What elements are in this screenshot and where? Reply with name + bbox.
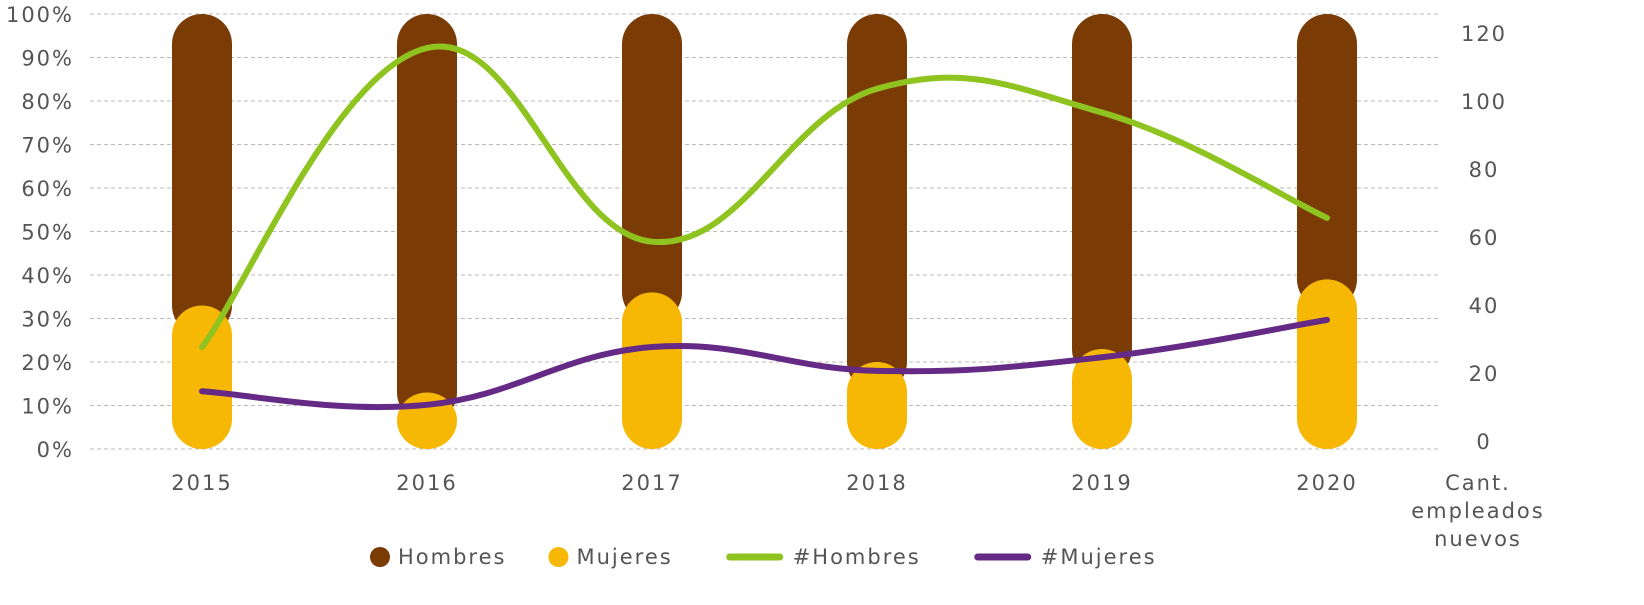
bar	[622, 14, 682, 323]
legend-label: #Mujeres	[1041, 545, 1157, 569]
legend-swatch	[548, 547, 569, 567]
y2-tick-label: 60	[1469, 226, 1500, 250]
y-tick-label: 50%	[21, 221, 74, 245]
legend-label: Mujeres	[576, 545, 672, 569]
y-tick-label: 60%	[21, 177, 74, 201]
legend-swatch	[370, 547, 390, 567]
bar	[847, 362, 907, 449]
bar	[172, 305, 232, 449]
y2-tick-label: 0	[1476, 430, 1491, 454]
y2-tick-label: 80	[1469, 158, 1500, 182]
bar	[1072, 348, 1132, 449]
x-tick-label: 2017	[621, 471, 682, 495]
legend-label: Hombres	[398, 545, 506, 569]
bar	[847, 14, 907, 392]
y-tick-label: 90%	[21, 47, 74, 71]
y2-axis-label: nuevos	[1434, 527, 1522, 551]
x-tick-label: 2018	[846, 471, 907, 495]
y2-tick-label: 120	[1461, 22, 1507, 46]
bar	[622, 292, 682, 449]
bar	[1072, 14, 1132, 379]
y-tick-label: 70%	[21, 134, 74, 158]
x-tick-label: 2016	[396, 471, 457, 495]
y2-axis-label: empleados	[1411, 499, 1544, 523]
y2-axis-label: Cant.	[1445, 471, 1511, 495]
x-tick-label: 2015	[171, 471, 232, 495]
line	[199, 316, 1330, 411]
y-tick-label: 40%	[21, 264, 74, 288]
y2-tick-label: 40	[1469, 294, 1500, 318]
bar	[172, 14, 232, 336]
legend-label: #Hombres	[793, 545, 921, 569]
bar	[1297, 279, 1357, 449]
y-tick-label: 80%	[21, 90, 74, 114]
x-tick-label: 2020	[1296, 471, 1357, 495]
y2-tick-label: 100	[1461, 90, 1507, 114]
y2-tick-label: 20	[1469, 362, 1500, 386]
y-tick-label: 100%	[6, 3, 74, 27]
bar	[397, 14, 457, 423]
y-tick-label: 10%	[21, 395, 74, 419]
x-tick-label: 2019	[1071, 471, 1132, 495]
line	[199, 43, 1330, 351]
y-tick-label: 0%	[37, 438, 74, 462]
y-tick-label: 30%	[21, 308, 74, 332]
y-tick-label: 20%	[21, 351, 74, 375]
bar	[1297, 14, 1357, 310]
